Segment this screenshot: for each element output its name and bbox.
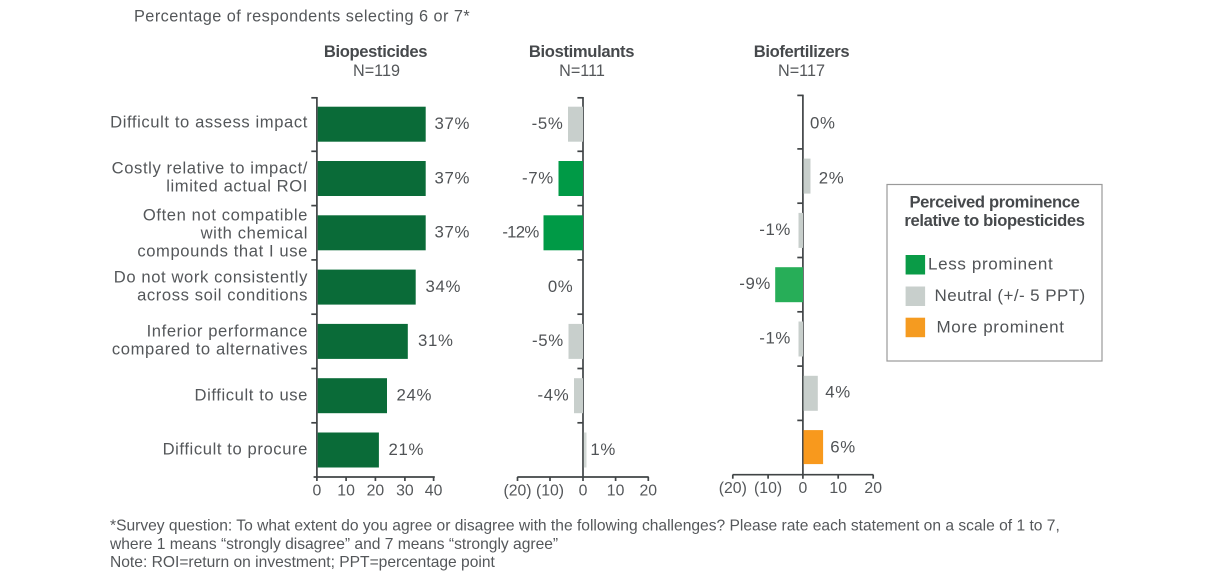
svg-text:30: 30	[396, 483, 414, 500]
svg-text:Difficult to use: Difficult to use	[194, 386, 308, 405]
svg-text:N=119: N=119	[353, 62, 400, 80]
svg-text:(10): (10)	[536, 483, 564, 500]
svg-text:-7%: -7%	[522, 168, 554, 187]
svg-text:Less prominent: Less prominent	[928, 255, 1053, 274]
svg-text:10: 10	[607, 483, 625, 500]
svg-text:*Survey question: To what exte: *Survey question: To what extent do you …	[110, 518, 1060, 535]
svg-text:Biopesticides: Biopesticides	[324, 42, 427, 61]
svg-text:20: 20	[640, 483, 658, 500]
svg-text:0: 0	[579, 483, 588, 500]
svg-text:40: 40	[425, 483, 443, 500]
svg-text:-1%: -1%	[759, 328, 791, 347]
svg-text:10: 10	[337, 483, 355, 500]
svg-text:34%: 34%	[426, 277, 462, 296]
svg-text:31%: 31%	[418, 331, 454, 350]
svg-text:37%: 37%	[435, 168, 471, 187]
svg-text:compounds that I use: compounds that I use	[137, 242, 308, 261]
svg-text:6%: 6%	[830, 437, 856, 456]
svg-text:Often not compatible: Often not compatible	[143, 206, 308, 225]
svg-text:More prominent: More prominent	[937, 318, 1065, 337]
svg-text:Biostimulants: Biostimulants	[529, 42, 634, 61]
svg-text:Percentage of respondents sele: Percentage of respondents selecting 6 or…	[134, 8, 470, 26]
svg-text:-5%: -5%	[532, 114, 564, 133]
svg-text:-4%: -4%	[538, 386, 570, 405]
svg-text:(20): (20)	[503, 483, 531, 500]
svg-text:4%: 4%	[825, 383, 851, 402]
svg-text:20: 20	[864, 480, 882, 497]
svg-text:Perceived prominence: Perceived prominence	[909, 193, 1079, 212]
svg-text:N=111: N=111	[559, 62, 605, 80]
svg-text:(10): (10)	[754, 480, 782, 497]
svg-text:where 1 means “strongly disagr: where 1 means “strongly disagree” and 7 …	[109, 536, 558, 553]
svg-text:Costly relative to impact/: Costly relative to impact/	[112, 159, 308, 178]
svg-text:10: 10	[829, 480, 847, 497]
svg-text:24%: 24%	[397, 386, 433, 405]
svg-text:0%: 0%	[810, 114, 836, 133]
svg-text:Difficult to assess impact: Difficult to assess impact	[110, 112, 308, 131]
svg-text:-9%: -9%	[739, 274, 771, 293]
svg-text:2%: 2%	[819, 168, 845, 187]
svg-text:limited actual ROI: limited actual ROI	[166, 177, 308, 196]
svg-text:-12%: -12%	[502, 223, 539, 242]
svg-text:1%: 1%	[590, 440, 616, 459]
svg-text:with chemical: with chemical	[200, 224, 308, 243]
svg-text:across soil conditions: across soil conditions	[137, 285, 308, 304]
svg-text:Do not work consistently: Do not work consistently	[114, 267, 308, 286]
svg-text:20: 20	[367, 483, 385, 500]
svg-text:21%: 21%	[389, 440, 425, 459]
svg-text:compared to alternatives: compared to alternatives	[112, 340, 308, 359]
svg-text:Inferior performance: Inferior performance	[147, 322, 308, 341]
svg-text:Neutral (+/- 5 PPT): Neutral (+/- 5 PPT)	[935, 286, 1086, 305]
svg-text:N=117: N=117	[778, 62, 825, 80]
svg-text:0%: 0%	[548, 277, 574, 296]
svg-text:Note: ROI=return on investment: Note: ROI=return on investment; PPT=perc…	[110, 554, 496, 571]
svg-text:37%: 37%	[435, 114, 471, 133]
svg-text:Biofertilizers: Biofertilizers	[754, 42, 850, 61]
svg-text:0: 0	[313, 483, 322, 500]
svg-text:-1%: -1%	[759, 220, 791, 239]
svg-text:(20): (20)	[719, 480, 747, 497]
svg-text:Difficult to procure: Difficult to procure	[163, 440, 308, 459]
svg-text:-5%: -5%	[532, 331, 564, 350]
svg-text:37%: 37%	[435, 223, 471, 242]
svg-text:relative to biopesticides: relative to biopesticides	[904, 211, 1084, 230]
svg-text:0: 0	[799, 480, 808, 497]
